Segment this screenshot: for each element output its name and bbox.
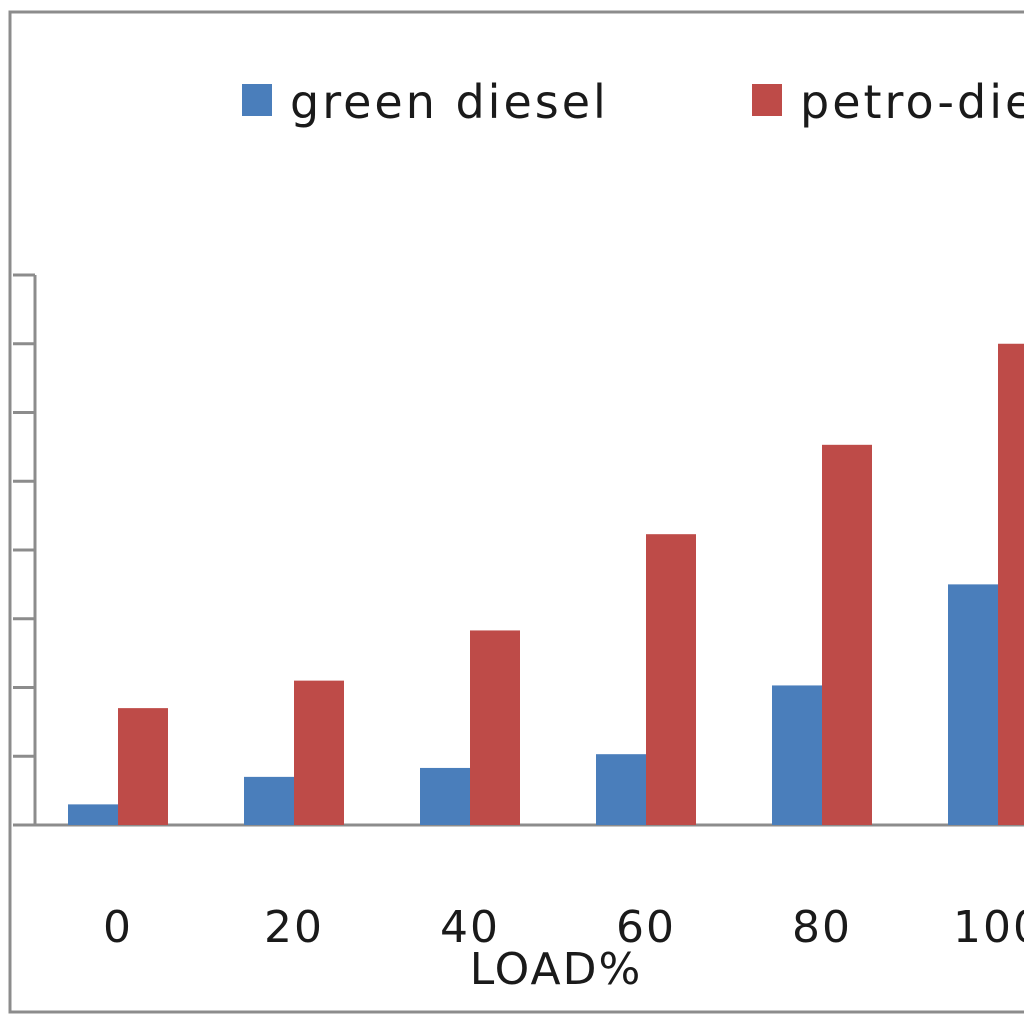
bar-green-diesel-100 <box>948 584 998 825</box>
bar-green-diesel-40 <box>420 767 470 825</box>
legend-label-petro-diesel: petro-diesel <box>800 75 1024 129</box>
bar-petro-diesel-60 <box>646 534 696 825</box>
x-axis-title: LOAD% <box>470 944 643 995</box>
x-axis-tick-labels: 0 20 40 60 80 100 <box>103 902 1024 953</box>
bar-petro-diesel-0 <box>118 708 168 825</box>
legend-swatch-petro-diesel <box>752 84 782 116</box>
legend-label-green-diesel: green diesel <box>290 75 609 129</box>
bars <box>68 343 1024 825</box>
x-tick-label: 20 <box>264 902 324 953</box>
bar-green-diesel-60 <box>596 754 646 825</box>
x-tick-label: 0 <box>103 902 133 953</box>
chart-frame <box>8 10 1024 1014</box>
x-tick-label: 40 <box>440 902 500 953</box>
bar-petro-diesel-100 <box>998 343 1024 825</box>
x-tick-label: 100 <box>953 902 1024 953</box>
x-tick-label: 80 <box>792 902 852 953</box>
bar-petro-diesel-80 <box>822 444 872 825</box>
x-tick-label: 60 <box>616 902 676 953</box>
bar-petro-diesel-20 <box>294 680 344 825</box>
bar-green-diesel-20 <box>244 776 294 825</box>
bar-petro-diesel-40 <box>470 630 520 825</box>
legend: green diesel petro-diesel <box>242 75 1024 129</box>
legend-swatch-green-diesel <box>242 84 272 116</box>
bar-green-diesel-0 <box>68 804 118 825</box>
axes <box>33 275 1024 827</box>
y-axis-ticks <box>13 273 35 827</box>
bar-green-diesel-80 <box>772 685 822 825</box>
